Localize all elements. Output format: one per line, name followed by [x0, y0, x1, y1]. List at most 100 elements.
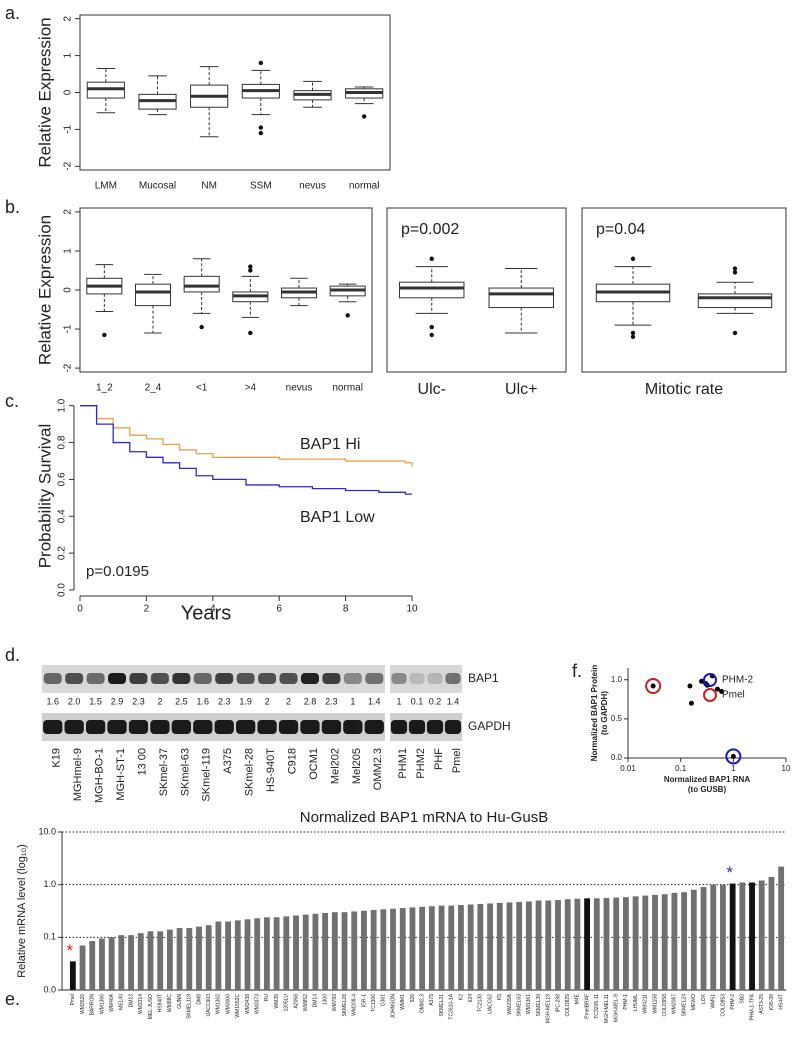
- bap1-band: [193, 673, 212, 684]
- box: [134, 283, 172, 307]
- x-tick-label: TC3205-11: [594, 994, 600, 1019]
- outlier: [361, 114, 367, 119]
- x-tick-label: A2058: [293, 994, 299, 1009]
- x-tick-label: 6: [276, 604, 282, 615]
- plot-frame: [79, 14, 391, 171]
- gapdh-band: [444, 720, 462, 734]
- bar: [390, 908, 396, 990]
- bar: [399, 908, 406, 990]
- x-tick-label: IPC-298: [555, 994, 561, 1013]
- bar: [739, 882, 746, 990]
- outlier: [102, 332, 107, 338]
- bar: [749, 882, 755, 990]
- bar: [118, 935, 125, 990]
- quantification: 2.9: [111, 696, 124, 706]
- bap1-band: [172, 673, 191, 684]
- lane-label: PHM2: [415, 748, 427, 779]
- quantification: 2.5: [175, 696, 188, 706]
- x-tick-label: 1_2: [96, 383, 113, 394]
- p-value: p=0.04: [596, 221, 645, 238]
- y-tick-label: -1: [63, 324, 74, 333]
- outlier: [258, 60, 264, 66]
- x-tick-label: 10: [406, 604, 418, 615]
- x-tick-label: NM: [201, 181, 217, 192]
- x-tick-label: WM3000: [225, 994, 231, 1014]
- x-tick-label: MEL-JUSO: [148, 994, 154, 1019]
- quantification: 1.5: [89, 696, 102, 706]
- gapdh-band: [107, 720, 127, 734]
- bar: [293, 915, 299, 990]
- bap1-band: [427, 673, 443, 684]
- plot-frame: [386, 207, 567, 373]
- p-value: p=0.002: [401, 221, 459, 238]
- bar: [176, 928, 183, 990]
- x-tick-label: MGH-MEL19: [546, 994, 552, 1023]
- y-tick-label: 0.0: [611, 753, 623, 762]
- lane-label: 13 00: [136, 748, 148, 776]
- bap1-band: [258, 673, 277, 684]
- x-tick-label: SKMEL28: [342, 994, 348, 1017]
- bar: [632, 896, 639, 990]
- lane-label: MGH-BO-1: [94, 748, 106, 803]
- x-tick-label: Mucosal: [139, 181, 176, 192]
- bar: [652, 894, 658, 990]
- outlier: [345, 313, 350, 318]
- y-axis-label: Probability Survival: [35, 424, 54, 569]
- box: [488, 287, 554, 309]
- x-tick-label: DM13: [128, 994, 134, 1008]
- bar: [215, 921, 222, 990]
- quantification: 2: [286, 696, 291, 706]
- point: [714, 686, 720, 692]
- y-tick-label: 1: [63, 52, 74, 58]
- x-tick-label: SKMEL119: [187, 994, 193, 1019]
- outlier: [732, 266, 738, 271]
- bar: [710, 884, 717, 990]
- x-tick-label: SKMEL63: [517, 994, 523, 1017]
- bar: [681, 892, 688, 990]
- x-tick-label: WM51: [711, 994, 717, 1009]
- bar: [768, 876, 775, 990]
- legend-marker: [703, 673, 717, 687]
- x-tick-label: JOHNSON: [390, 994, 396, 1019]
- x-tick-label: WM46A: [109, 993, 115, 1011]
- quantification: 2.3: [132, 696, 145, 706]
- y-axis-label: Relative Expression: [35, 17, 54, 167]
- y-tick-label: 0: [63, 89, 74, 95]
- lane-label: C918: [286, 748, 298, 774]
- lane-label: SKmel-28: [244, 748, 256, 796]
- bap1-band: [300, 673, 319, 684]
- bar: [458, 905, 464, 990]
- y-tick-label: -2: [63, 161, 74, 170]
- bar: [370, 910, 377, 990]
- bar: [525, 901, 532, 990]
- x-tick-label: <1: [196, 383, 208, 394]
- x-tick-label: 0.01: [620, 764, 636, 773]
- bar: [516, 901, 523, 990]
- bar: [186, 928, 193, 990]
- x-tick-label: 1205LU: [284, 994, 290, 1012]
- survival-curve: [80, 405, 413, 467]
- bar: [729, 883, 736, 990]
- x-tick-label: GUNN: [177, 994, 183, 1009]
- x-tick-label: Pmel: [70, 994, 76, 1005]
- lane-label: OCM1: [308, 748, 320, 780]
- x-tick-label: 4: [210, 604, 216, 615]
- bar: [69, 961, 76, 990]
- y-tick-label: 0.6: [57, 472, 68, 486]
- x-tick-label: HS940T: [158, 994, 164, 1012]
- x-tick-label: WM3314: [138, 994, 144, 1014]
- bar: [79, 945, 86, 990]
- bar: [302, 914, 309, 990]
- gapdh-band: [171, 720, 191, 734]
- bap1-band: [215, 673, 234, 684]
- bar: [545, 900, 552, 990]
- bar: [506, 902, 513, 990]
- bar: [196, 926, 202, 990]
- x-tick-label: SB2: [740, 994, 746, 1004]
- outlier: [258, 125, 264, 130]
- y-tick-label: 0.8: [57, 435, 68, 449]
- bap1-band: [445, 673, 461, 684]
- box: [697, 293, 773, 309]
- x-tick-label: WM2087: [672, 994, 678, 1014]
- bar: [273, 917, 280, 990]
